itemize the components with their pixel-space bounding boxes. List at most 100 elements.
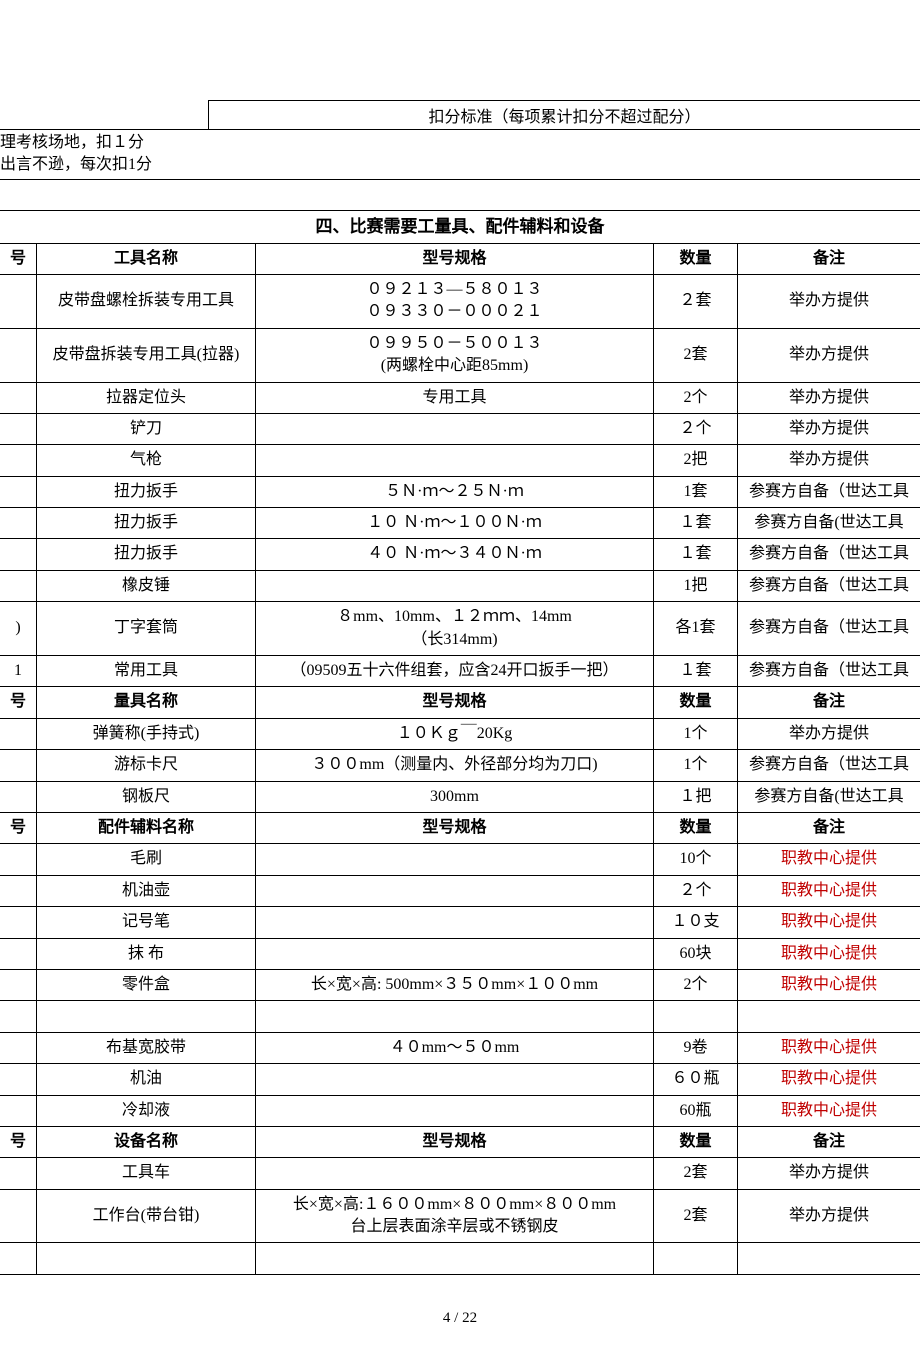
row-name: 抹 布 (37, 938, 256, 969)
row-spec (256, 1158, 654, 1189)
table-row: 拉器定位头专用工具2个举办方提供 (0, 382, 920, 413)
row-qty: 9卷 (654, 1032, 738, 1063)
row-spec: （09509五十六件组套，应含24开口扳手一把） (256, 656, 654, 687)
row-spec: 长×宽×高:１６００mm×８００mm×８００mm台上层表面涂辛层或不锈钢皮 (256, 1189, 654, 1243)
blank-cell (37, 1243, 256, 1274)
table-row: 弹簧称(手持式)１０Ｋｇ￣20Kg1个举办方提供 (0, 718, 920, 749)
row-name: 拉器定位头 (37, 382, 256, 413)
row-idx (0, 539, 37, 570)
row-qty: １套 (654, 539, 738, 570)
row-qty: 2把 (654, 445, 738, 476)
row-note: 参赛方自备(世达工具 (738, 508, 920, 539)
col-header-idx-3: 号 (0, 813, 37, 844)
table-row: 机油６０瓶职教中心提供 (0, 1064, 920, 1095)
row-qty: 各1套 (654, 602, 738, 656)
table-row: 扭力扳手１０ Ｎ·ｍ～１００Ｎ·ｍ１套参赛方自备(世达工具 (0, 508, 920, 539)
row-spec (256, 1064, 654, 1095)
row-note: 职教中心提供 (738, 1032, 920, 1063)
blank-cell (0, 1001, 37, 1032)
row-note: 职教中心提供 (738, 1095, 920, 1126)
row-spec (256, 844, 654, 875)
row-name: 机油壶 (37, 875, 256, 906)
table-row: 抹 布 60块职教中心提供 (0, 938, 920, 969)
row-name: 皮带盘螺栓拆装专用工具 (37, 274, 256, 328)
col-header-qty: 数量 (654, 243, 738, 274)
row-idx (0, 1158, 37, 1189)
table-row: 冷却液60瓶职教中心提供 (0, 1095, 920, 1126)
row-spec (256, 907, 654, 938)
row-name: 扭力扳手 (37, 476, 256, 507)
row-note: 举办方提供 (738, 382, 920, 413)
col-header-note-4: 备注 (738, 1126, 920, 1157)
row-note: 参赛方自备（世达工具 (738, 476, 920, 507)
penalty-standard-table: 扣分标准（每项累计扣分不超过配分） 理考核场地，扣１分 出言不逊，每次扣1分 (0, 100, 920, 180)
blank-cell (256, 1001, 654, 1032)
row-spec: 300mm (256, 781, 654, 812)
section-title: 四、比赛需要工量具、配件辅料和设备 (0, 210, 920, 243)
col-header-spec-4: 型号规格 (256, 1126, 654, 1157)
row-note: 举办方提供 (738, 445, 920, 476)
row-name: 毛刷 (37, 844, 256, 875)
row-spec: 专用工具 (256, 382, 654, 413)
row-name: 气枪 (37, 445, 256, 476)
table-row: 游标卡尺３００mm（测量内、外径部分均为刀口)1个参赛方自备（世达工具 (0, 750, 920, 781)
row-note: 职教中心提供 (738, 938, 920, 969)
row-name: 皮带盘拆装专用工具(拉器) (37, 328, 256, 382)
col-header-spec: 型号规格 (256, 243, 654, 274)
blank-cell (256, 1243, 654, 1274)
table-row: 扭力扳手４０ Ｎ·ｍ～３４０Ｎ·ｍ１套参赛方自备（世达工具 (0, 539, 920, 570)
row-spec: ３００mm（测量内、外径部分均为刀口) (256, 750, 654, 781)
blank-cell (37, 1001, 256, 1032)
row-qty: １套 (654, 656, 738, 687)
row-idx (0, 938, 37, 969)
row-idx (0, 1064, 37, 1095)
row-qty: ６０瓶 (654, 1064, 738, 1095)
blank-cell (738, 1001, 920, 1032)
row-spec: ４０mm～５０mm (256, 1032, 654, 1063)
row-idx (0, 907, 37, 938)
row-spec: １０ Ｎ·ｍ～１００Ｎ·ｍ (256, 508, 654, 539)
col-header-measure-name: 量具名称 (37, 687, 256, 718)
row-note: 举办方提供 (738, 413, 920, 444)
col-header-tool-name: 工具名称 (37, 243, 256, 274)
table-row (0, 1001, 920, 1032)
col-header-spec-3: 型号规格 (256, 813, 654, 844)
blank-cell (654, 1243, 738, 1274)
row-idx (0, 570, 37, 601)
row-name: 扭力扳手 (37, 508, 256, 539)
row-idx (0, 750, 37, 781)
row-qty: 2套 (654, 328, 738, 382)
row-note: 举办方提供 (738, 1189, 920, 1243)
row-note: 职教中心提供 (738, 1064, 920, 1095)
row-name: 橡皮锤 (37, 570, 256, 601)
col-header-qty-2: 数量 (654, 687, 738, 718)
col-header-note-3: 备注 (738, 813, 920, 844)
row-note: 参赛方自备（世达工具 (738, 602, 920, 656)
blank-cell (0, 1243, 37, 1274)
row-note: 举办方提供 (738, 718, 920, 749)
row-name: 工具车 (37, 1158, 256, 1189)
table-row: 气枪 2把举办方提供 (0, 445, 920, 476)
row-name: 铲刀 (37, 413, 256, 444)
row-spec: ０９９５０－５００１３(两螺栓中心距85mm) (256, 328, 654, 382)
penalty-line-2: 出言不逊，每次扣1分 (0, 154, 916, 176)
table-row: 零件盒长×宽×高: 500mm×３５０mm×１００mm2个职教中心提供 (0, 969, 920, 1000)
row-note: 举办方提供 (738, 274, 920, 328)
col-header-idx-2: 号 (0, 687, 37, 718)
row-note: 参赛方自备（世达工具 (738, 750, 920, 781)
blank-cell (738, 1243, 920, 1274)
penalty-line-1: 理考核场地，扣１分 (0, 132, 916, 154)
row-note: 参赛方自备（世达工具 (738, 539, 920, 570)
row-name: 丁字套筒 (37, 602, 256, 656)
table-row: 工具车2套举办方提供 (0, 1158, 920, 1189)
row-name: 常用工具 (37, 656, 256, 687)
row-idx (0, 476, 37, 507)
row-name: 扭力扳手 (37, 539, 256, 570)
col-header-note: 备注 (738, 243, 920, 274)
page-number: 4 / 22 (0, 1310, 920, 1327)
table-row: 皮带盘螺栓拆装专用工具０９２１３—５８０１３０９３３０－０００２１２套举办方提供 (0, 274, 920, 328)
row-spec (256, 570, 654, 601)
row-qty: 60块 (654, 938, 738, 969)
row-idx (0, 1095, 37, 1126)
row-idx: 1 (0, 656, 37, 687)
